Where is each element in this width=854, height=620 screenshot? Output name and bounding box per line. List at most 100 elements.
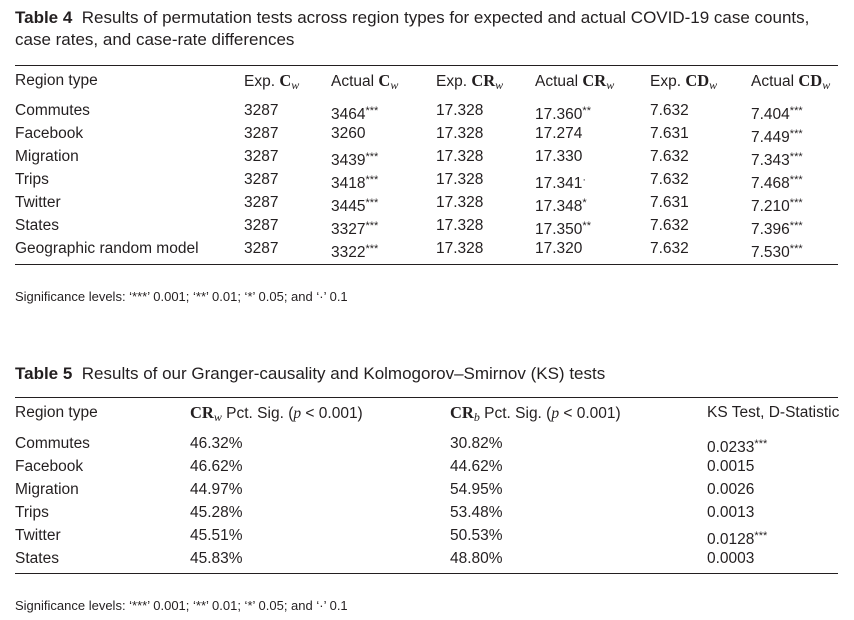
table5-cell-r5-c3: 0.0003: [707, 549, 754, 569]
cell-value: 45.28%: [190, 504, 243, 521]
table4-cell-r3-c5: 7.632: [650, 170, 689, 190]
header-symbol: CR: [450, 403, 474, 422]
table4-cell-r6-c2: 3322***: [331, 239, 378, 263]
table5-cell-r2-c2: 54.95%: [450, 480, 503, 500]
cell-value: 17.328: [436, 217, 484, 234]
cell-value: 7.404: [751, 106, 790, 123]
table4-cell-r0-c3: 17.328: [436, 101, 483, 121]
cell-value: 3287: [244, 194, 279, 211]
table4-cell-r4-c0: Twitter: [15, 193, 61, 213]
cell-value: 17.350: [535, 221, 583, 238]
cell-value: 7.632: [650, 217, 689, 234]
cell-value: 3287: [244, 240, 279, 257]
table4-header-0: Region type: [15, 71, 98, 91]
table5-top-rule: [15, 397, 838, 398]
cell-value: 7.632: [650, 240, 689, 257]
significance-marker: ***: [789, 128, 803, 140]
table4-cell-r2-c0: Migration: [15, 147, 79, 167]
table4-cell-r0-c2: 3464***: [331, 101, 378, 125]
cell-value: 7.530: [751, 244, 790, 261]
table4-cell-r2-c1: 3287: [244, 147, 278, 167]
header-subscript: w: [390, 78, 399, 92]
cell-value: 48.80%: [450, 550, 503, 567]
table4-cell-r1-c1: 3287: [244, 124, 278, 144]
table4-cell-r1-c2: 3260: [331, 124, 365, 144]
cell-value: 17.341: [535, 175, 583, 192]
table4-cell-r4-c3: 17.328: [436, 193, 483, 213]
cell-value: Twitter: [15, 194, 61, 211]
header-symbol: C: [279, 71, 292, 90]
table4-cell-r3-c0: Trips: [15, 170, 49, 190]
table5-cell-r0-c3: 0.0233***: [707, 434, 767, 458]
header-subscript: w: [213, 410, 222, 424]
cell-value: 46.32%: [190, 435, 243, 452]
table4-cell-r4-c6: 7.210***: [751, 193, 803, 217]
cell-value: 3287: [244, 148, 279, 165]
header-symbol: CD: [798, 71, 823, 90]
table5-cell-r4-c0: Twitter: [15, 526, 61, 546]
table5-cell-r0-c2: 30.82%: [450, 434, 503, 454]
cell-value: 0.0015: [707, 458, 755, 475]
table5-label: Table 5: [15, 364, 73, 383]
significance-marker: ***: [365, 220, 379, 232]
table4-caption-text: Results of permutation tests across regi…: [15, 8, 810, 49]
significance-marker: ***: [365, 174, 379, 186]
table4-cell-r0-c0: Commutes: [15, 101, 90, 121]
cell-value: 17.320: [535, 240, 583, 257]
cell-value: 45.83%: [190, 550, 243, 567]
cell-value: 17.274: [535, 125, 583, 142]
table5-cell-r5-c2: 48.80%: [450, 549, 503, 569]
table4-cell-r5-c2: 3327***: [331, 216, 378, 240]
cell-value: Commutes: [15, 435, 90, 452]
table4-cell-r1-c5: 7.631: [650, 124, 689, 144]
cell-value: 3260: [331, 125, 366, 142]
significance-marker: ***: [754, 530, 768, 542]
cell-value: 3445: [331, 198, 366, 215]
table5-cell-r3-c3: 0.0013: [707, 503, 754, 523]
cell-value: Migration: [15, 481, 79, 498]
header-text: < 0.001): [559, 405, 621, 422]
header-text: KS Test, D-Statistic: [707, 404, 840, 421]
header-text: Pct. Sig. (: [221, 405, 294, 422]
table5-cell-r0-c1: 46.32%: [190, 434, 243, 454]
table4-cell-r0-c6: 7.404***: [751, 101, 803, 125]
cell-value: 0.0013: [707, 504, 755, 521]
table5-footnote: Significance levels: ‘***’ 0.001; ‘**’ 0…: [15, 598, 348, 613]
table4-cell-r1-c4: 17.274: [535, 124, 582, 144]
table5-caption-text: Results of our Granger-causality and Kol…: [81, 364, 606, 383]
cell-value: Trips: [15, 171, 49, 188]
significance-marker: **: [582, 105, 591, 117]
cell-value: 7.210: [751, 198, 790, 215]
table4-cell-r0-c1: 3287: [244, 101, 278, 121]
table4-cell-r2-c5: 7.632: [650, 147, 689, 167]
cell-value: 17.328: [436, 171, 484, 188]
table4-cell-r5-c5: 7.632: [650, 216, 689, 236]
cell-value: Migration: [15, 148, 79, 165]
cell-value: Facebook: [15, 458, 84, 475]
table4-cell-r1-c6: 7.449***: [751, 124, 803, 148]
table5-header-1: CRw Pct. Sig. (p < 0.001): [190, 403, 363, 427]
table4-top-rule: [15, 65, 838, 66]
header-text: Region type: [15, 72, 98, 89]
table5-cell-r4-c2: 50.53%: [450, 526, 503, 546]
header-symbol: CR: [190, 403, 214, 422]
table5-cell-r2-c1: 44.97%: [190, 480, 243, 500]
table5-cell-r1-c3: 0.0015: [707, 457, 754, 477]
table4-bottom-rule: [15, 264, 838, 265]
table5-bottom-rule: [15, 573, 838, 574]
table4-cell-r6-c5: 7.632: [650, 239, 689, 259]
table4-cell-r2-c2: 3439***: [331, 147, 378, 171]
header-italic: p: [293, 405, 302, 422]
table4-cell-r2-c4: 17.330: [535, 147, 582, 167]
cell-value: 3464: [331, 106, 366, 123]
table5-cell-r4-c1: 45.51%: [190, 526, 243, 546]
table4-cell-r3-c6: 7.468***: [751, 170, 803, 194]
table4-cell-r2-c6: 7.343***: [751, 147, 803, 171]
cell-value: States: [15, 217, 59, 234]
cell-value: 3287: [244, 171, 279, 188]
table4-cell-r5-c6: 7.396***: [751, 216, 803, 240]
cell-value: Geographic random model: [15, 240, 199, 257]
table4-cell-r5-c0: States: [15, 216, 59, 236]
cell-value: 46.62%: [190, 458, 243, 475]
table4-label: Table 4: [15, 8, 73, 27]
